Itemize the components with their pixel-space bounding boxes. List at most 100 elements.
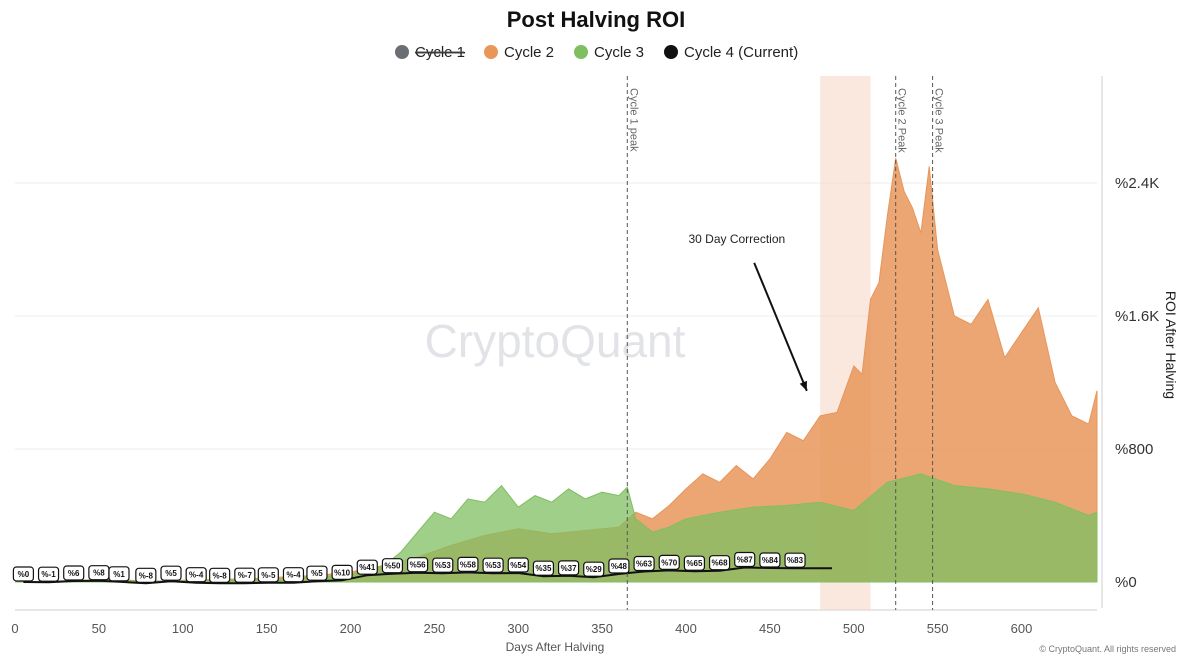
cycle-4-label-box — [185, 567, 207, 583]
x-tick-label: 450 — [759, 621, 781, 636]
cycle-4-label-box — [407, 557, 429, 573]
cycle-4-label: %10 — [331, 564, 353, 580]
cycle-4-label-text: %29 — [586, 565, 603, 574]
legend-item-cycle-2[interactable]: Cycle 2 — [484, 44, 554, 61]
cycle-4-label: %8 — [88, 565, 110, 581]
y-tick-label: %1.6K — [1115, 308, 1159, 325]
cycle-4-label-box — [234, 567, 256, 583]
cycle-4-label: %48 — [608, 558, 630, 574]
cycle-4-label: %50 — [381, 558, 404, 574]
cycle-4-label-text: %10 — [334, 568, 351, 577]
series-areas — [14, 157, 1098, 585]
cycle-4-label-text: %-8 — [213, 571, 228, 580]
cycle-4-label: %-4 — [185, 567, 207, 583]
cycle-4-label: %87 — [734, 551, 756, 568]
cycle-4-label: %-4 — [282, 567, 305, 583]
cycle-4-label-text: %65 — [686, 559, 703, 568]
cycle-4-label-box — [784, 552, 806, 568]
cycle-4-label: %37 — [557, 560, 580, 576]
y-axis: %0 %800 %1.6K %2.4K — [1115, 175, 1159, 591]
cycle-4-label-box — [532, 560, 555, 576]
cycle-4-label-box — [135, 567, 157, 583]
x-tick-label: 550 — [927, 621, 949, 636]
cycle-4-label-text: %35 — [535, 564, 552, 573]
y-tick-label: %800 — [1115, 441, 1153, 458]
legend-label-cycle-3: Cycle 3 — [594, 44, 644, 61]
cycle-4-label-text: %50 — [384, 562, 401, 571]
cycle-4-label-text: %-4 — [286, 571, 301, 580]
cycle-4-label-text: %1 — [113, 570, 125, 579]
cycle-4-label-text: %56 — [410, 561, 427, 570]
cycle-4-label: %63 — [633, 555, 655, 572]
cycle-4-label-text: %-1 — [41, 570, 56, 579]
cycle-4-label: %-8 — [209, 567, 231, 583]
annotation-text-0: 30 Day Correction — [688, 232, 785, 246]
cycle-4-label-text: %53 — [485, 561, 502, 570]
vline-label-2: Cycle 3 Peak — [933, 88, 945, 153]
cycle-4-label-box — [708, 555, 731, 571]
legend-item-cycle-3[interactable]: Cycle 3 — [574, 44, 644, 61]
cycle-4-label-text: %68 — [712, 559, 729, 568]
cycle-4-label-text: %48 — [611, 562, 628, 571]
vertical-lines: Cycle 1 peak Cycle 2 Peak Cycle 3 Peak — [626, 76, 945, 610]
cycle-4-label: %84 — [759, 552, 781, 568]
legend[interactable]: Cycle 1 Cycle 2 Cycle 3 Cycle 4 (Current… — [395, 44, 798, 61]
vline-label-1: Cycle 2 Peak — [896, 88, 908, 153]
x-tick-label: 150 — [256, 621, 278, 636]
cycle-4-label-box — [583, 561, 605, 577]
cycle-4-label-text: %41 — [359, 563, 376, 572]
cycle-4-label-box — [37, 566, 60, 582]
cycle-4-label-text: %-5 — [261, 571, 276, 580]
watermark: CryptoQuant — [425, 315, 686, 367]
cycle-4-label-text: %8 — [93, 569, 105, 578]
cycle-4-label: %83 — [784, 552, 806, 568]
cycle-4-label-text: %54 — [510, 561, 527, 570]
cycle-4-label-box — [160, 565, 182, 581]
cycle-4-label: %41 — [356, 559, 378, 575]
legend-marker-cycle-2 — [484, 45, 498, 59]
cycle-4-label: %-7 — [234, 567, 256, 583]
cycle-4-label: %-8 — [135, 567, 157, 583]
cycle-4-label: %-5 — [257, 567, 279, 583]
cycle-4-label-box — [356, 559, 378, 575]
cycle-4-label-box — [12, 566, 34, 582]
cycle-4-label-text: %5 — [165, 569, 177, 578]
legend-item-cycle-4[interactable]: Cycle 4 (Current) — [664, 44, 798, 61]
cycle-4-label: %29 — [583, 561, 605, 577]
cycle-4-label: %-1 — [37, 566, 60, 582]
cycle-4-label-text: %-4 — [189, 571, 204, 580]
cycle-4-label-box — [633, 555, 655, 572]
x-axis: 0 50 100 150 200 250 300 350 400 450 500 550 600 — [11, 621, 1032, 636]
chart-title: Post Halving ROI — [507, 7, 685, 32]
x-tick-label: 350 — [591, 621, 613, 636]
annotation-layer: 30 Day Correction — [688, 232, 808, 392]
cycle-4-label: %0 — [12, 566, 34, 582]
x-tick-label: 200 — [340, 621, 362, 636]
x-tick-label: 0 — [11, 621, 18, 636]
cycle-4-label: %1 — [108, 566, 130, 582]
cycle-4-label: %5 — [160, 565, 182, 581]
cycle-4-label-box — [507, 557, 529, 573]
legend-item-cycle-1[interactable]: Cycle 1 — [395, 44, 465, 61]
cycle-4-label-box — [282, 567, 305, 583]
copyright: © CryptoQuant. All rights reserved — [1039, 644, 1176, 654]
cycle-4-label-text: %37 — [561, 564, 578, 573]
cycle-4-label-box — [381, 558, 404, 574]
cycle-4-label: %54 — [507, 557, 529, 573]
annotation-arrow-0 — [753, 262, 808, 392]
cycle-4-label: %56 — [407, 557, 429, 573]
cycle-4-label-box — [63, 565, 85, 581]
cycle-4-label-text: %0 — [18, 570, 30, 579]
cycle-4-label-box — [759, 552, 781, 568]
cycle-4-label-text: %58 — [460, 560, 477, 569]
cycle-4-label: %53 — [482, 557, 504, 573]
cycle-4-label-box — [331, 564, 353, 580]
legend-label-cycle-4: Cycle 4 (Current) — [684, 44, 798, 61]
x-axis-label: Days After Halving — [506, 640, 605, 654]
x-tick-label: 250 — [424, 621, 446, 636]
cycle-4-label-box — [734, 551, 756, 568]
cycle-4-label-text: %70 — [661, 558, 678, 567]
cycle-4-label-box — [482, 557, 504, 573]
y-axis-label: ROI After Halving — [1163, 291, 1179, 399]
legend-label-cycle-2: Cycle 2 — [504, 44, 554, 61]
